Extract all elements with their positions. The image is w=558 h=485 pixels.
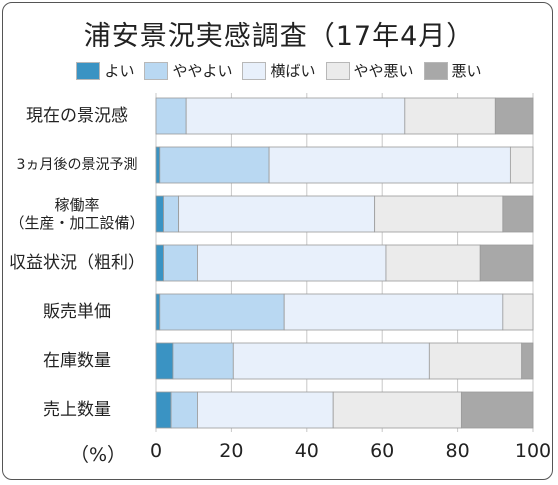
bar-segment <box>155 391 172 429</box>
category-label-line: 在庫数量 <box>43 350 111 371</box>
x-axis-unit-label: （%） <box>70 444 127 466</box>
bar-segment <box>268 146 511 184</box>
bar-segment <box>509 146 534 184</box>
bar-segment <box>155 97 187 135</box>
legend-item: 横ばい <box>242 60 316 81</box>
bar-segment <box>155 342 174 380</box>
bar-segment <box>479 244 534 282</box>
category-label: 3ヵ月後の景況予測 <box>6 153 148 177</box>
category-label-line: （生産・加工設備） <box>9 214 145 232</box>
bar-segment <box>494 97 534 135</box>
category-label-line: 販売単価 <box>43 301 111 322</box>
category-label: 稼働率 （生産・加工設備） <box>6 193 148 235</box>
legend-item: 悪い <box>423 60 482 81</box>
bar-segment <box>197 391 334 429</box>
legend-item: やや悪い <box>325 60 414 81</box>
legend-swatch <box>325 61 350 80</box>
legend-item: よい <box>76 60 134 81</box>
bar-segment <box>385 244 481 282</box>
category-label: 販売単価 <box>6 300 148 324</box>
legend-swatch <box>423 61 448 80</box>
legend-label: 横ばい <box>270 62 316 80</box>
x-tick-label: 100 <box>515 440 551 462</box>
bar-segment <box>155 146 161 184</box>
bar-segment <box>502 293 534 331</box>
x-tick-label: 40 <box>295 440 319 462</box>
legend-swatch <box>76 61 101 80</box>
chart-title: 浦安景況実感調査（17年4月） <box>83 21 475 52</box>
x-tick-label: 60 <box>370 440 394 462</box>
bar-segment <box>170 391 198 429</box>
bar-segment <box>163 195 180 233</box>
bar-segment <box>428 342 523 380</box>
legend-label: 悪い <box>451 62 482 80</box>
bar-segment <box>172 342 234 380</box>
bar-segment <box>197 244 387 282</box>
x-tick-label: 0 <box>150 440 162 462</box>
bar-segment <box>404 97 496 135</box>
legend-swatch <box>144 61 169 80</box>
legend-label: よい <box>104 62 135 80</box>
category-label: 売上数量 <box>6 398 148 422</box>
bar-segment <box>521 342 534 380</box>
category-label: 現在の景況感 <box>6 104 148 128</box>
bar-segment <box>155 244 164 282</box>
category-label: 在庫数量 <box>6 349 148 373</box>
category-label-line: 3ヵ月後の景況予測 <box>16 156 138 173</box>
category-label-line: 現在の景況感 <box>26 105 128 126</box>
bar-segment <box>155 195 164 233</box>
x-tick-label: 80 <box>446 440 470 462</box>
legend-swatch <box>242 61 267 80</box>
bar-segment <box>332 391 462 429</box>
bar-segment <box>178 195 376 233</box>
legend: よい ややよい 横ばい やや悪い 悪い <box>0 60 558 81</box>
bar-segment <box>283 293 504 331</box>
category-label-line: 収益状況（粗利） <box>9 252 145 273</box>
bar-segment <box>502 195 534 233</box>
category-label-line: 売上数量 <box>43 399 111 420</box>
legend-label: ややよい <box>172 62 233 80</box>
bar-segment <box>155 293 161 331</box>
legend-item: ややよい <box>144 60 232 81</box>
bar-segment <box>159 293 285 331</box>
bar-segment <box>185 97 406 135</box>
bar-segment <box>159 146 270 184</box>
bar-segment <box>374 195 504 233</box>
bar-segment <box>232 342 430 380</box>
bar-segment <box>460 391 534 429</box>
legend-label: やや悪い <box>353 62 414 80</box>
x-tick-label: 20 <box>219 440 243 462</box>
bar-segment <box>163 244 198 282</box>
category-label-line: 稼働率 <box>54 196 100 214</box>
category-label: 収益状況（粗利） <box>6 251 148 275</box>
